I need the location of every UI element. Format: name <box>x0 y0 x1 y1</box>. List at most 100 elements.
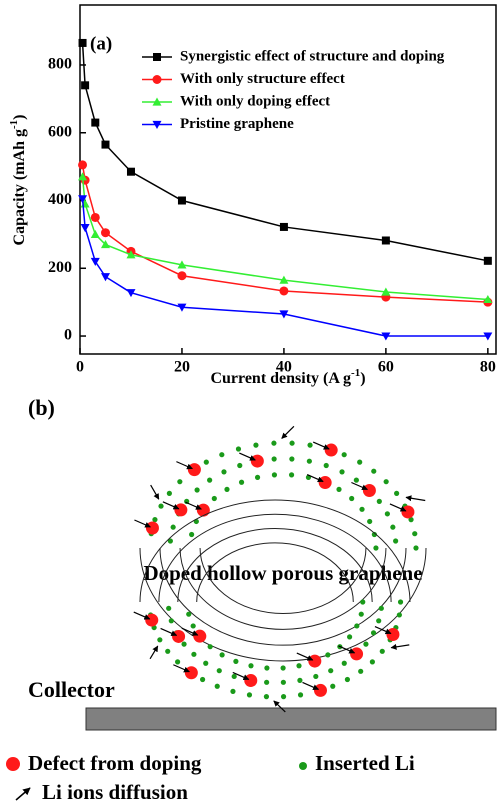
inserted-li <box>306 458 312 464</box>
diffusion-arrow <box>302 681 320 690</box>
inserted-li <box>271 472 278 478</box>
inserted-li <box>397 599 404 605</box>
inserted-li <box>289 456 295 462</box>
legend-label: With only structure effect <box>180 71 345 87</box>
marker <box>381 332 391 341</box>
defect <box>244 673 258 687</box>
diffusion-arrow <box>173 664 190 673</box>
marker <box>91 118 100 127</box>
inserted-li <box>207 477 213 483</box>
inserted-li <box>207 644 213 650</box>
marker <box>279 286 289 296</box>
marker <box>126 167 135 176</box>
inserted-li <box>233 658 239 664</box>
inserted-li <box>271 456 277 462</box>
marker <box>381 236 390 245</box>
inserted-li <box>341 660 347 666</box>
marker <box>279 310 289 319</box>
collector-label: Collector <box>28 677 115 702</box>
defect <box>174 503 188 517</box>
inserted-li <box>224 486 230 492</box>
inserted-li <box>396 612 402 618</box>
inserted-li <box>370 630 377 636</box>
marker <box>126 250 136 259</box>
inserted-li <box>235 446 242 452</box>
graphene-layer <box>177 528 373 603</box>
graphene-layer <box>159 547 407 646</box>
inserted-li <box>254 474 261 480</box>
defect <box>313 683 327 697</box>
inserted-li <box>393 538 399 544</box>
inserted-li <box>175 659 181 665</box>
inserted-li <box>353 477 359 483</box>
inserted-li <box>203 660 209 666</box>
diffusion-arrow <box>312 441 330 450</box>
marker <box>80 224 90 233</box>
inserted-li <box>384 511 390 517</box>
marker <box>78 195 88 204</box>
graphene-layer <box>158 513 392 603</box>
inserted-li <box>166 490 172 496</box>
y-tick-label: 200 <box>48 259 72 276</box>
y-axis-label: Capacity (mAh g-1) <box>8 115 28 246</box>
marker <box>177 303 187 312</box>
inserted-li <box>253 442 259 448</box>
graphene-layer <box>139 499 411 603</box>
x-axis-label: Current density (A g-1) <box>210 367 365 387</box>
inserted-li <box>297 692 304 698</box>
inserted-li <box>357 459 363 465</box>
graphene-layer <box>199 547 367 614</box>
diffusion-arrow <box>306 473 324 483</box>
inserted-li <box>248 663 254 669</box>
x-tick-label: 0 <box>76 359 84 376</box>
diffusion-arrow <box>405 495 426 502</box>
inserted-li <box>363 641 369 647</box>
marker <box>483 256 492 265</box>
inserted-li <box>237 462 243 469</box>
collector <box>85 707 497 731</box>
marker <box>78 172 88 181</box>
inserted-li <box>313 673 319 680</box>
graphene-layer <box>196 542 354 603</box>
diffusion-arrow <box>134 519 151 528</box>
marker <box>381 287 391 296</box>
inserted-li <box>376 618 382 624</box>
legend-label: Synergistic effect of structure and dopi… <box>180 48 445 64</box>
marker <box>279 275 289 284</box>
inserted-li <box>157 637 163 643</box>
marker <box>152 97 162 106</box>
diffusion-arrow <box>338 645 356 654</box>
diffusion-arrow <box>160 627 178 637</box>
inserted-li <box>330 683 336 689</box>
diffusion-arrow <box>239 452 256 461</box>
inserted-li <box>199 676 206 683</box>
diffusion-arrow <box>389 503 407 512</box>
legend-label: Li ions diffusion <box>42 780 188 804</box>
inserted-li <box>165 648 171 654</box>
diffusion-arrow <box>150 484 160 500</box>
defect <box>196 503 210 517</box>
inserted-li <box>371 531 377 538</box>
inserted-li <box>264 665 270 671</box>
marker <box>483 332 493 341</box>
legend-symbol <box>299 762 307 770</box>
inserted-li <box>379 648 385 654</box>
inserted-li <box>347 634 353 640</box>
hollow-graphene <box>133 425 427 713</box>
inserted-li <box>413 545 419 551</box>
inserted-li <box>214 683 220 689</box>
defect <box>401 505 415 519</box>
defect <box>193 629 207 643</box>
diffusion-arrow <box>181 627 199 636</box>
inserted-li <box>354 623 360 629</box>
diffusion-arrow <box>176 461 193 470</box>
marker <box>100 228 110 238</box>
diffusion-arrow <box>232 671 250 681</box>
marker <box>101 140 110 149</box>
inserted-li <box>152 517 158 523</box>
marker <box>177 260 187 269</box>
marker <box>177 196 186 205</box>
graphene-layer <box>179 547 387 630</box>
inserted-li <box>360 599 366 605</box>
